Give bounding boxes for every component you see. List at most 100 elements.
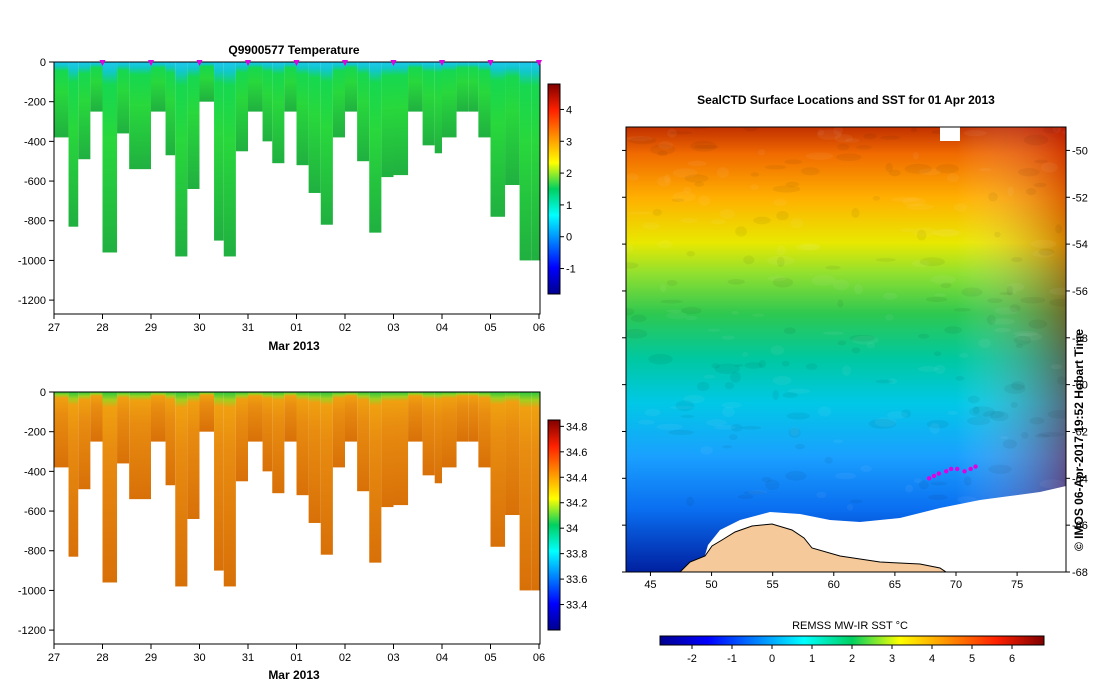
sst-texture-patch: [1028, 319, 1048, 329]
sst-texture-patch: [993, 327, 1012, 333]
salinity-profile-column: [369, 392, 382, 563]
temperature-profile-column: [262, 62, 273, 142]
sst-cb-tick-label: 6: [1009, 653, 1015, 665]
salinity-profiles: [54, 392, 540, 591]
sst-texture-patch: [1014, 332, 1043, 341]
sst-texture-patch: [1038, 248, 1055, 256]
temperature-profile-column: [332, 62, 345, 138]
salinity-profile-column: [519, 392, 532, 591]
temperature-xtick-label: 02: [339, 322, 351, 334]
sst-texture-patch: [687, 160, 707, 167]
lon-tick-label: 60: [828, 579, 840, 591]
sst-texture-patch: [758, 359, 767, 368]
sst-texture-patch: [1010, 381, 1025, 391]
sst-texture-patch: [642, 222, 660, 230]
sst-texture-patch: [918, 333, 930, 339]
temperature-ytick-label: -200: [24, 97, 46, 109]
sst-texture-patch: [648, 353, 673, 365]
sst-texture-patch: [703, 374, 716, 379]
sst-texture-patch: [990, 410, 1009, 422]
salinity-colorbar-ticks: 34.8 34.6 34.4 34.2 34 33.8 33.6 33.4: [560, 421, 587, 612]
sst-texture-patch: [700, 445, 713, 455]
salinity-profile-column: [90, 392, 103, 442]
sst-texture-patch: [664, 173, 671, 183]
temperature-ytick-label: 0: [40, 57, 46, 69]
sst-texture-patch: [900, 228, 915, 232]
sst-texture-patch: [918, 480, 929, 490]
sst-texture-patch: [912, 151, 919, 160]
sst-texture-patch: [681, 306, 702, 315]
sst-texture-patch: [834, 133, 853, 143]
temperature-colorbar: [547, 83, 561, 295]
sst-texture-patch: [914, 478, 923, 484]
sst-texture-patch: [851, 208, 860, 219]
salinity-cb-tick-label: 34: [566, 523, 578, 535]
sst-cb-tick-label: 1: [809, 653, 815, 665]
surface-marker: [99, 60, 106, 66]
salinity-profile-column: [456, 392, 469, 442]
salinity-ytick-label: -400: [24, 466, 46, 478]
sst-texture-patch: [666, 309, 682, 313]
sst-texture-patch: [953, 308, 972, 312]
temperature-profile-column: [519, 62, 532, 261]
sst-texture-patch: [933, 351, 942, 357]
sst-texture-patch: [926, 419, 949, 429]
sst-texture-patch: [901, 409, 912, 418]
temperature-profile-column: [442, 62, 457, 138]
sst-map-lon-axis: 45 50 55 60 65 70 75: [644, 572, 1023, 591]
lat-tick-label: -64: [1072, 473, 1088, 485]
sst-texture-patch: [800, 243, 821, 251]
sst-texture-patch: [773, 198, 787, 207]
sst-texture-patch: [959, 352, 969, 358]
sst-texture-patch: [735, 226, 747, 237]
temperature-profile-column: [531, 62, 540, 261]
sst-map-panel: SealCTD Surface Locations and SST for 01…: [622, 93, 1088, 665]
salinity-cb-tick-label: 34.6: [566, 447, 587, 459]
temperature-xtick-label: 28: [96, 322, 108, 334]
sst-texture-patch: [772, 277, 794, 288]
salinity-profile-column: [214, 392, 224, 571]
sst-texture-patch: [716, 167, 729, 179]
sst-texture-patch: [1002, 439, 1018, 449]
lat-tick-label: -66: [1072, 520, 1088, 532]
temperature-profile-column: [151, 62, 166, 112]
sst-texture-patch: [1055, 224, 1063, 234]
sst-texture-patch: [1032, 250, 1055, 258]
sst-texture-patch: [846, 504, 854, 511]
temperature-profile-column: [90, 62, 103, 112]
lon-tick-label: 70: [950, 579, 962, 591]
sst-texture-patch: [811, 274, 836, 286]
sst-texture-patch: [825, 265, 841, 270]
salinity-profile-column: [381, 392, 394, 508]
temperature-profile-column: [129, 62, 151, 170]
surface-marker: [148, 60, 154, 66]
temperature-profile-column: [54, 62, 69, 138]
temperature-profiles: [54, 62, 540, 261]
salinity-colorbar: [547, 419, 561, 631]
sst-texture-patch: [1021, 431, 1029, 439]
sst-texture-patch: [711, 363, 720, 369]
sst-texture-patch: [1013, 331, 1038, 337]
sst-texture-patch: [835, 472, 856, 480]
sst-texture-patch: [724, 381, 735, 390]
temperature-cb-tick-label: 2: [566, 168, 572, 180]
sst-texture-patch: [1062, 130, 1066, 135]
sst-texture-patch: [680, 218, 698, 224]
sst-texture-patch: [972, 406, 980, 415]
surface-marker: [487, 60, 494, 66]
temperature-xtick-label: 01: [290, 322, 302, 334]
temperature-profile-column: [468, 62, 479, 112]
salinity-profile-column: [357, 392, 370, 492]
salinity-profile-column: [54, 392, 69, 468]
salinity-profile-column: [129, 392, 151, 500]
salinity-xtick-label: 04: [436, 652, 448, 664]
sst-texture-patch: [657, 150, 668, 157]
temperature-cb-tick-label: 0: [566, 232, 572, 244]
sst-texture-patch: [1030, 239, 1057, 249]
sst-texture-patch: [770, 345, 785, 356]
salinity-xtick-label: 03: [387, 652, 399, 664]
sst-texture-patch: [657, 240, 673, 249]
sst-texture-patch: [686, 496, 695, 507]
sst-texture-patch: [801, 167, 820, 176]
